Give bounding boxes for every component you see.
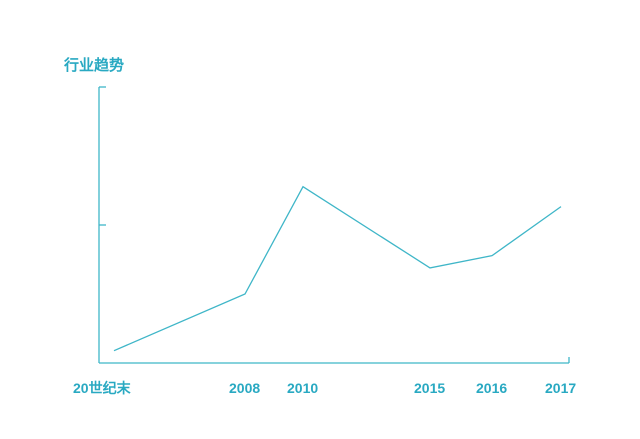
x-tick-label-4: 2016 bbox=[476, 380, 507, 396]
x-tick-label-3: 2015 bbox=[414, 380, 445, 396]
x-tick-label-5: 2017 bbox=[545, 380, 576, 396]
x-tick-label-0: 20世纪末 bbox=[73, 380, 132, 396]
x-tick-label-1: 2008 bbox=[229, 380, 260, 396]
series-group bbox=[113, 185, 562, 352]
x-tick-label-2: 2010 bbox=[287, 380, 318, 396]
x-tick-labels: 20世纪末 2008 2010 2015 2016 2017 bbox=[73, 380, 576, 396]
series-line-0 bbox=[113, 185, 562, 352]
chart-title: 行业趋势 bbox=[63, 56, 124, 74]
